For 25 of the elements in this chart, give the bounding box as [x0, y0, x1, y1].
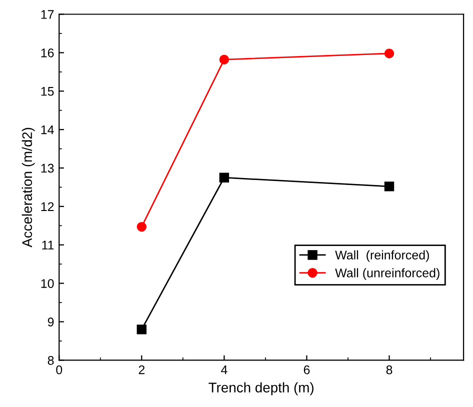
y-tick-label: 10	[41, 279, 54, 288]
point	[219, 54, 230, 64]
y-tick-label: 15	[41, 87, 54, 96]
point	[219, 172, 230, 182]
legend-label: Wall (unreinforced)	[335, 268, 440, 280]
x-axis-title: Trench depth (m)	[208, 382, 314, 396]
y-tick-label: 16	[41, 48, 54, 58]
y-axis-title: Acceleration (m/d2)	[22, 128, 35, 248]
legend-label: Wall (reinforced)	[335, 250, 429, 262]
y-tick-label: 13	[41, 164, 54, 173]
point	[136, 324, 147, 334]
x-tick-label: 0	[56, 365, 62, 374]
y-tick-label: 11	[42, 240, 54, 250]
point	[136, 222, 147, 232]
x-tick-label: 4	[221, 366, 228, 374]
y-tick-label: 9	[48, 318, 54, 326]
point	[384, 48, 394, 58]
x-tick-label: 2	[138, 365, 145, 374]
y-tick-label: 14	[41, 125, 54, 134]
y-tick-label: 12	[41, 202, 54, 211]
y-tick-label: 17	[41, 10, 54, 19]
x-tick-label: 8	[386, 365, 392, 374]
x-tick-label: 6	[304, 365, 310, 374]
y-tick-label: 8	[48, 356, 54, 365]
point	[384, 182, 394, 192]
